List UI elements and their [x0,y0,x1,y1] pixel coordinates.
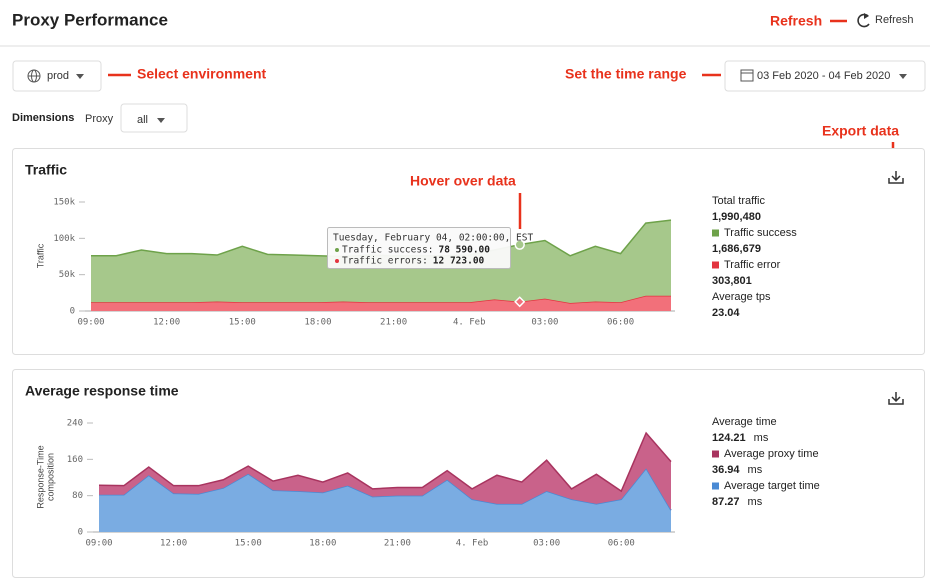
tooltip-value: 78 590.00 [439,245,491,256]
x-tick-label: 21:00 [380,318,407,328]
hover-point [514,239,525,250]
time-range-value: 03 Feb 2020 - 04 Feb 2020 [757,70,890,82]
caret [899,74,907,79]
legend-label: Average proxy time [724,448,819,460]
summary-label: Average time [712,416,777,428]
dropdown-box[interactable] [724,60,926,92]
x-tick-label: 15:00 [235,539,262,549]
annotation: Set the time range [565,66,687,82]
x-tick-label: 06:00 [608,539,635,549]
area-line [98,431,672,493]
environment-value: prod [47,70,69,82]
y-tick-label: 50k [59,270,76,280]
refresh-button[interactable]: Refresh [857,13,914,28]
dimensions-label: Dimensions [12,112,74,124]
x-tick-label: 21:00 [384,539,411,549]
calendar-icon [740,69,754,82]
y-axis-label: Response-Time [35,445,45,508]
area [99,432,671,511]
summary-value: 1,990,480 [712,211,761,223]
tooltip-title: Tuesday, February 04, 02:00:00, EST [333,233,533,244]
summary-value: 124.21 [712,432,746,444]
annotation: Select environment [137,66,266,82]
y-axis-label: Traffic [35,243,45,268]
x-tick-label: 03:00 [531,318,558,328]
summary-unit: ms [754,432,769,444]
summary-unit: ms [748,464,763,476]
charts: Traffic Traffic 0 50k 100k 150k 09:00 12:00 15:0… [25,162,904,549]
x-tick-label: 09:00 [85,539,112,549]
summary-value: 23.04 [712,307,740,319]
chart-title: Average response time [25,383,179,399]
dropdown-box[interactable] [120,103,188,133]
summary-value: 303,801 [712,275,752,287]
tooltip-bullet [335,248,339,252]
y-tick-label: 100k [53,234,75,244]
chart-title: Traffic [25,162,67,178]
legend-label: Traffic success [724,227,797,239]
x-tick-label: 09:00 [77,318,104,328]
x-tick-label: 03:00 [533,539,560,549]
x-tick-label: 15:00 [229,318,256,328]
area-line [99,467,672,511]
caret [76,74,84,79]
legend-swatch [712,229,719,237]
proxy-label: Proxy [85,113,114,125]
caret [157,118,165,123]
y-tick-label: 150k [53,198,75,208]
x-tick-label: 18:00 [309,539,336,549]
tooltip-label: Traffic errors: [342,256,428,267]
legend-swatch [712,450,719,458]
annotation: Hover over data [410,173,516,189]
tooltip-bullet [335,259,339,263]
summary-label: Total traffic [712,195,765,207]
x-tick-label: 06:00 [607,318,634,328]
area [91,295,671,311]
proxy-value: all [137,114,148,126]
tooltip-value: 12 723.00 [433,256,485,267]
legend-label: Traffic error [724,259,781,271]
y-tick-label: 80 [72,491,83,501]
y-tick-label: 160 [67,455,83,465]
area [99,468,671,532]
x-tick-label: 12:00 [160,539,187,549]
proxy-dropdown[interactable]: all [120,103,188,133]
export-icon[interactable] [888,171,904,184]
y-axis-label: composition [45,453,55,501]
x-tick-label: 12:00 [153,318,180,328]
hover-point [514,296,526,308]
refresh-label[interactable]: Refresh [875,14,914,26]
summary-value: 87.27 [712,496,740,508]
legend-label: Average target time [724,480,820,492]
refresh-arrow [864,13,869,19]
x-tick-label: 4. Feb [456,539,489,549]
legend-swatch [712,482,719,490]
summary-value: 1,686,679 [712,243,761,255]
annotation: Export data [822,123,899,139]
summary-unit: ms [748,496,763,508]
x-tick-label: 18:00 [304,318,331,328]
y-tick-label: 240 [67,419,83,429]
tooltip-box [327,227,511,269]
summary-value: 36.94 [712,464,740,476]
page-title: Proxy Performance [12,10,168,29]
annotation: Refresh [770,13,822,29]
dropdown-box[interactable] [12,60,102,92]
tooltip-label: Traffic success: [342,245,434,256]
legend-swatch [712,261,719,269]
y-tick-label: 0 [70,307,75,317]
x-tick-label: 4. Feb [453,318,486,328]
y-tick-label: 0 [78,528,83,538]
environment-dropdown[interactable]: prod [12,60,102,92]
summary-label: Average tps [712,291,771,303]
date-range-picker[interactable]: 03 Feb 2020 - 04 Feb 2020 [724,60,926,92]
export-icon[interactable] [888,392,904,405]
header-bar [0,0,930,46]
